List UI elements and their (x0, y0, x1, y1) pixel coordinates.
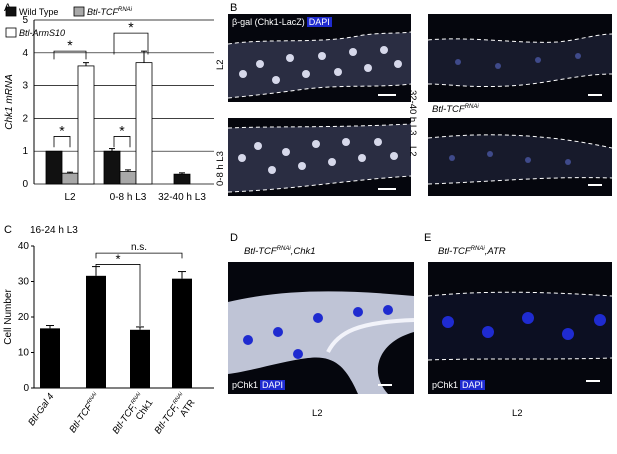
dapi-label: DAPI (306, 17, 332, 27)
micrograph-b-top-right (428, 14, 612, 102)
bar (86, 275, 106, 388)
stain-label: β-gal (Chk1-LacZ) DAPI (232, 17, 332, 27)
bar (45, 150, 63, 185)
micrograph-b-bottom-left (228, 118, 411, 196)
significance-star: * (59, 122, 65, 138)
scale-bar (588, 184, 602, 186)
genotype-label-b: Btl-TCFRNAi (432, 104, 479, 116)
significance-star: * (115, 251, 120, 266)
stain-label: pChk1 DAPI (432, 380, 486, 390)
y-axis-label: Chk1 mRNA (4, 74, 15, 130)
y-tick-label: 3 (22, 81, 28, 92)
side-label-l2-bottom: L2 (407, 146, 418, 157)
y-tick-label: 0 (22, 179, 28, 190)
micrograph-b-top-left: β-gal (Chk1-LacZ) DAPI (228, 14, 411, 102)
micrograph-b-bottom-right (428, 118, 612, 196)
legend-label: Wild Type (19, 7, 58, 17)
scale-bar (378, 188, 396, 190)
dapi-label: DAPI (260, 380, 286, 390)
micrograph-e: pChk1 DAPI (428, 262, 612, 394)
bar (61, 172, 79, 185)
panel-letter-c: C (4, 224, 12, 236)
scale-bar (378, 384, 392, 386)
y-tick-label: 1 (22, 146, 28, 157)
micrograph-d: pChk1 DAPI (228, 262, 414, 394)
x-tick-label: Btl-TCFRNAi (67, 391, 103, 435)
x-tick-label-line2: ATR (178, 398, 198, 419)
legend-label: Btl-TCFRNAi (87, 7, 133, 17)
x-tick-label-line1: Btl-Gal 4 (26, 391, 56, 428)
scale-bar (588, 94, 602, 96)
caption-e: L2 (512, 408, 523, 419)
y-tick-label: 4 (22, 48, 28, 59)
y-tick-label: 10 (18, 348, 30, 359)
genotype-label-d: Btl-TCFRNAi,Chk1 (244, 246, 316, 258)
bar (119, 171, 137, 185)
y-tick-label: 2 (22, 113, 28, 124)
bar (130, 329, 150, 388)
significance-bracket (95, 264, 141, 326)
significance-bracket (53, 50, 87, 60)
dapi-label: DAPI (460, 380, 486, 390)
significance-star: * (67, 37, 73, 53)
y-tick-label: 20 (18, 312, 30, 323)
bar (40, 328, 60, 388)
x-tick-label: 32-40 h L3 (158, 192, 206, 203)
side-label-l2-top: L2 (215, 59, 226, 70)
panel-letter-e: E (424, 232, 432, 244)
legend-label: Btl-ArmS10 (19, 28, 65, 38)
bar (103, 150, 121, 185)
chart-title: 16-24 h L3 (30, 225, 78, 236)
cell-number-chart: 16-24 h L3 0 10 20 30 40 Cell Number Btl-Gal 4 B… (3, 225, 214, 436)
significance-star: * (128, 19, 134, 35)
legend-swatch (73, 6, 85, 17)
y-tick-label: 5 (22, 15, 28, 26)
side-label-0-8h: 0-8 h L3 (215, 151, 226, 186)
bar (173, 173, 191, 185)
scale-bar (586, 380, 600, 382)
x-tick-label: L2 (64, 192, 76, 203)
scale-bar (378, 94, 396, 96)
significance-bracket (113, 136, 131, 148)
significance-bracket (113, 32, 149, 55)
bar (135, 62, 153, 185)
genotype-label-e: Btl-TCFRNAi,ATR (438, 246, 506, 258)
panel-letter-d: D (230, 232, 238, 244)
y-tick-label: 40 (18, 241, 30, 252)
legend-swatch (5, 27, 17, 38)
significance-star: * (119, 122, 125, 138)
y-axis-label: Cell Number (3, 289, 14, 345)
panel-letter-b: B (230, 2, 238, 14)
legend: Wild Type Btl-TCFRNAi Btl-ArmS10 (5, 6, 133, 38)
significance-ns: n.s. (131, 242, 147, 253)
y-tick-label: 0 (23, 383, 29, 394)
x-tick-label-line1: Btl-TCFRNAi (67, 391, 103, 435)
bar (77, 65, 95, 185)
caption-d: L2 (312, 408, 323, 419)
y-tick-label: 30 (18, 277, 30, 288)
significance-bracket (53, 136, 71, 148)
x-tick-label: Btl-Gal 4 (26, 391, 56, 428)
legend-swatch (5, 6, 17, 17)
bar (172, 278, 192, 388)
stain-label: pChk1 DAPI (232, 380, 286, 390)
significance-bracket (95, 252, 183, 259)
x-tick-label: 0-8 h L3 (110, 192, 147, 203)
